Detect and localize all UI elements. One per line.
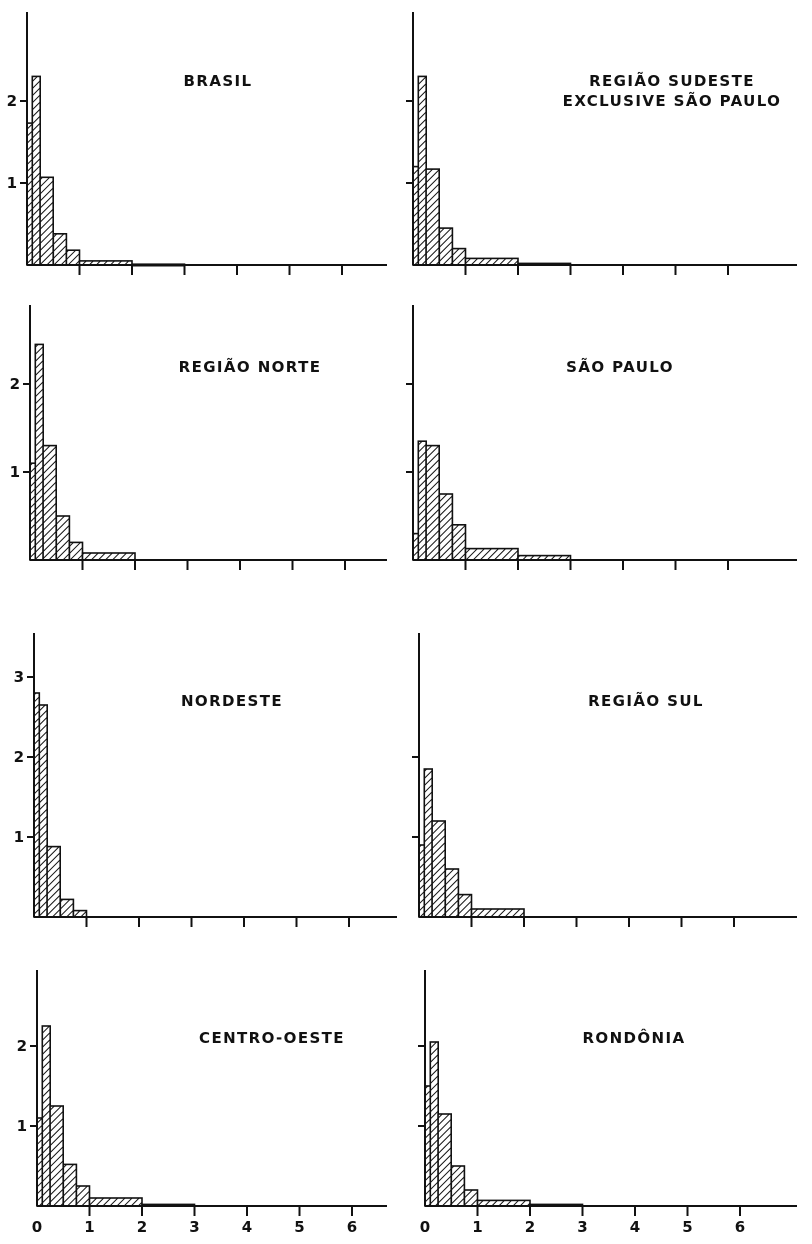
x-tick-label: 2 — [525, 1218, 535, 1236]
histogram-bar — [46, 845, 61, 918]
x-tick-label: 0 — [32, 1218, 42, 1236]
panel-title: REGIÃO SUDESTE — [589, 71, 755, 90]
y-tick-label: 2 — [14, 748, 24, 766]
y-tick-label: 1 — [14, 828, 24, 846]
histogram-panel: 1 2 REGIÃO NORTE — [10, 305, 387, 570]
panel-title: RONDÔNIA — [582, 1028, 685, 1047]
histogram-panel: 0 1 2 3 4 5 6 1 2 CENTRO-OESTE — [17, 970, 387, 1236]
histogram-bar — [75, 1185, 91, 1207]
x-tick-label: 3 — [577, 1218, 587, 1236]
x-tick-label: 3 — [189, 1218, 199, 1236]
histogram-bar — [438, 493, 454, 561]
histogram-panel: 1 2 BRASIL — [7, 12, 387, 275]
x-tick-label: 4 — [630, 1218, 640, 1236]
histogram-bar — [42, 444, 57, 561]
panel-title: REGIÃO SUL — [588, 691, 704, 710]
histogram-bar — [429, 1041, 439, 1207]
histogram-bar — [41, 1025, 51, 1207]
x-tick-label: 5 — [294, 1218, 304, 1236]
panel-title: CENTRO-OESTE — [199, 1029, 345, 1047]
histogram-panel: 0 1 2 3 4 5 6 RONDÔNIA — [418, 970, 797, 1236]
y-tick-label: 3 — [14, 668, 24, 686]
histogram-bar — [450, 1165, 466, 1207]
histogram-bar — [470, 908, 525, 918]
y-tick-label: 2 — [7, 92, 17, 110]
histogram-bar — [417, 75, 427, 266]
x-tick-label: 6 — [735, 1218, 745, 1236]
x-tick-label: 5 — [682, 1218, 692, 1236]
histogram-bar — [49, 1105, 64, 1207]
panel-title: EXCLUSIVE SÃO PAULO — [563, 91, 782, 110]
panel-title: SÃO PAULO — [566, 357, 674, 376]
histogram-bar — [62, 1163, 78, 1207]
x-tick-label: 0 — [420, 1218, 430, 1236]
x-tick-label: 1 — [84, 1218, 94, 1236]
histogram-bar — [463, 1189, 479, 1207]
histogram-bar — [438, 227, 454, 266]
histogram-bar — [417, 440, 427, 561]
x-tick-label: 2 — [137, 1218, 147, 1236]
histogram-bar — [59, 898, 75, 918]
y-tick-label: 1 — [10, 463, 20, 481]
histogram-bar — [444, 868, 460, 918]
histogram-bar — [81, 552, 136, 561]
histogram-bar — [34, 343, 44, 561]
panel-title: REGIÃO NORTE — [179, 357, 322, 376]
histogram-panel: 1 2 3 NORDESTE — [14, 633, 397, 927]
histogram-bar — [425, 168, 441, 266]
y-tick-label: 2 — [17, 1037, 27, 1055]
histogram-bar — [55, 515, 71, 561]
y-tick-label: 1 — [7, 174, 17, 192]
histogram-bar — [39, 176, 54, 266]
histogram-panel: SÃO PAULO — [406, 305, 797, 570]
histogram-bar — [65, 249, 81, 266]
y-tick-label: 2 — [10, 375, 20, 393]
histogram-bar — [451, 247, 467, 266]
histogram-bar — [31, 75, 41, 266]
histogram-bar — [38, 704, 48, 918]
panel-title: NORDESTE — [181, 692, 283, 710]
histogram-bar — [437, 1113, 453, 1207]
histogram-bar — [52, 233, 68, 266]
y-tick-label: 1 — [17, 1117, 27, 1135]
histogram-bar — [423, 768, 433, 918]
x-tick-label: 1 — [472, 1218, 482, 1236]
x-tick-label: 6 — [347, 1218, 357, 1236]
x-tick-label: 4 — [242, 1218, 252, 1236]
panel-title: BRASIL — [184, 72, 253, 90]
histogram-panel: REGIÃO SUL — [412, 633, 797, 927]
histogram-bar — [431, 820, 447, 918]
histogram-bar — [464, 547, 519, 561]
histogram-bar — [451, 523, 467, 561]
histogram-bar — [88, 1197, 143, 1207]
histogram-bar — [425, 444, 441, 561]
histogram-bar — [457, 893, 473, 918]
histogram-bar — [68, 541, 84, 561]
